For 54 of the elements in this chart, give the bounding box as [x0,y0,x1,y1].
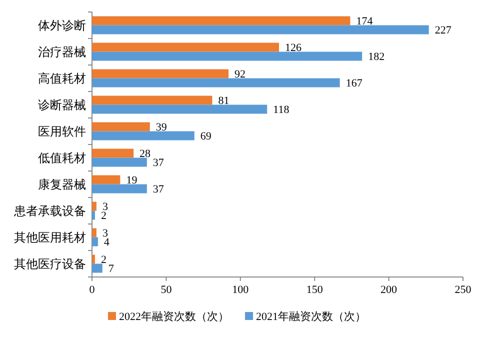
data-label: 167 [346,77,363,90]
x-tick-label: 50 [160,284,172,296]
bar [92,69,229,78]
bar [92,131,194,140]
data-label: 118 [273,104,290,116]
data-label: 28 [140,148,152,160]
data-label: 39 [156,121,168,134]
data-label: 37 [152,183,164,196]
y-tick-label: 低值耗材 [38,150,86,165]
bar [92,25,429,34]
bar [92,210,95,220]
data-label: 81 [218,94,230,107]
data-label: 7 [108,262,114,275]
y-tick-label: 体外诊断 [38,18,86,32]
bar [92,158,147,167]
data-label: 92 [234,68,246,80]
bar [92,42,279,52]
bar [92,104,268,114]
data-label: 69 [200,130,212,142]
bar [92,52,362,61]
x-tick-label: 0 [89,284,96,296]
data-label: 37 [152,156,164,169]
y-tick-label: 高值耗材 [38,71,86,86]
bar [92,202,96,211]
y-tick-label: 诊断器械 [38,98,86,112]
bar [92,264,102,273]
data-label: 126 [284,42,302,54]
bar [92,16,350,26]
bar [92,148,134,158]
data-label: 227 [434,24,452,36]
bar [92,175,120,184]
y-tick-label: 治疗器械 [38,44,86,59]
data-label: 174 [356,15,374,28]
y-tick-label: 康复器械 [38,177,86,192]
data-label: 182 [368,50,385,63]
y-tick-label: 患者承载设备 [13,204,86,218]
bar [92,237,98,246]
y-tick-label: 其他医用耗材 [14,230,86,244]
y-tick-label: 其他医疗设备 [14,256,86,271]
legend-label: 2021年融资次数（次） [256,311,366,323]
bar [92,78,340,88]
data-label: 2 [100,254,106,266]
bar [92,254,95,264]
bar [92,228,96,238]
bar [92,96,212,105]
x-tick-label: 100 [232,284,250,296]
bar [92,184,147,194]
x-tick-label: 200 [380,284,398,296]
y-tick-label: 医用软件 [38,124,86,138]
legend-label: 2022年融资次数（次） [119,311,229,323]
data-label: 19 [126,174,138,186]
x-tick-label: 250 [454,284,472,296]
bar [92,122,150,132]
x-tick-label: 150 [306,284,324,296]
